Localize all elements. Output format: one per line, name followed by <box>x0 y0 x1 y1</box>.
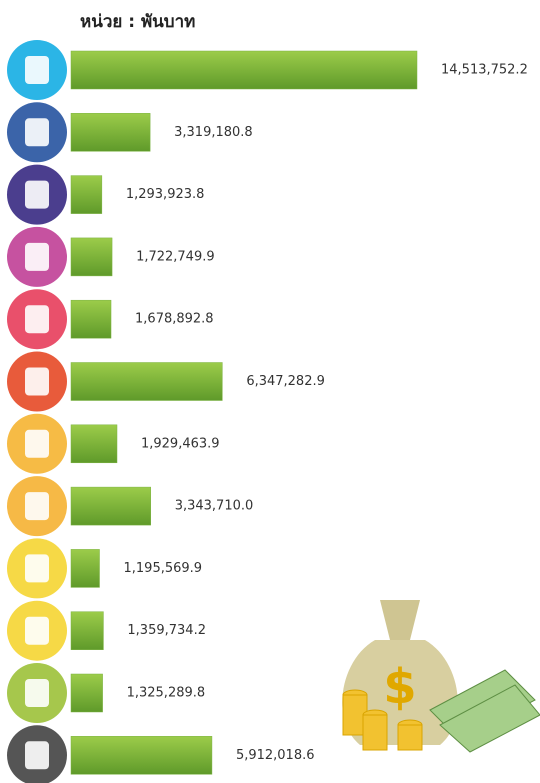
value-label: 1,929,463.9 <box>141 436 220 451</box>
svg-text:$: $ <box>383 659 416 715</box>
bar <box>70 237 113 277</box>
icon-glyph <box>25 741 49 770</box>
value-label: 1,722,749.9 <box>136 249 215 264</box>
value-label: 1,678,892.8 <box>135 312 214 327</box>
category-icon <box>7 351 67 412</box>
icon-glyph <box>25 118 49 147</box>
bar <box>70 299 112 339</box>
icon-glyph <box>25 679 49 707</box>
category-icon <box>7 413 67 474</box>
category-icon <box>7 538 67 599</box>
category-icon <box>7 102 67 163</box>
icon-glyph <box>25 180 49 209</box>
value-label: 3,319,180.8 <box>174 125 253 140</box>
category-icon <box>7 164 67 225</box>
bar <box>70 424 118 464</box>
icon-glyph <box>25 56 49 84</box>
money-illustration: $ <box>342 600 540 753</box>
category-icon <box>7 476 67 537</box>
value-label: 6,347,282.9 <box>246 374 325 389</box>
value-label: 1,359,734.2 <box>127 623 206 638</box>
value-label: 1,195,569.9 <box>124 561 203 576</box>
category-icon <box>7 725 67 783</box>
bar <box>70 486 151 526</box>
category-icon <box>7 600 67 661</box>
bar <box>70 50 418 90</box>
bar <box>70 113 151 152</box>
icon-glyph <box>25 367 49 396</box>
category-icon <box>7 289 67 350</box>
value-label: 3,343,710.0 <box>175 499 254 514</box>
value-label: 1,293,923.8 <box>126 187 205 202</box>
icon-glyph <box>25 429 49 458</box>
icon-glyph <box>25 492 49 521</box>
icon-glyph <box>25 305 49 334</box>
chart-title: หน่วย : พันบาท <box>80 12 195 32</box>
value-label: 1,325,289.8 <box>127 686 206 701</box>
category-icon <box>7 663 67 723</box>
bar <box>70 549 100 588</box>
value-label: 5,912,018.6 <box>236 748 315 763</box>
bar <box>70 175 103 214</box>
bar <box>70 736 213 775</box>
value-label: 14,513,752.2 <box>441 63 528 78</box>
bar <box>70 362 223 401</box>
bar <box>70 611 104 650</box>
icon-glyph <box>25 242 49 271</box>
icon-glyph <box>25 616 49 645</box>
category-icon <box>7 40 67 100</box>
icon-glyph <box>25 554 49 583</box>
bar <box>70 673 103 713</box>
category-icon <box>7 226 67 287</box>
